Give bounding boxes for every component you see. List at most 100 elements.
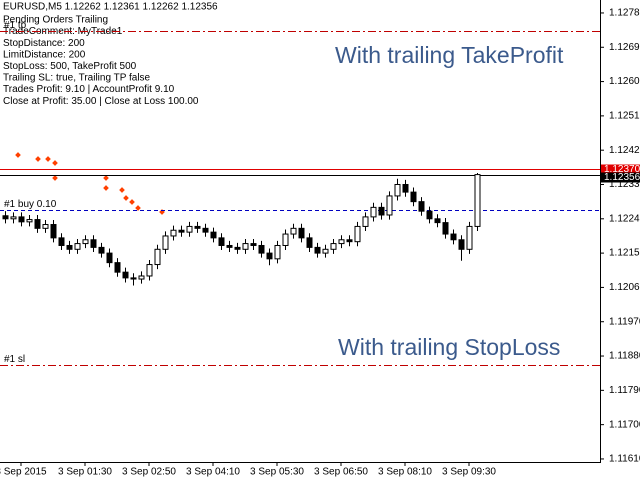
annotation: With trailing TakeProfit [335, 42, 564, 68]
y-tick-label: 1.11790 [609, 385, 640, 396]
candle-body [354, 225, 361, 243]
candle-body [114, 262, 121, 273]
candle-body [370, 206, 377, 218]
y-tick-label: 1.12240 [609, 213, 640, 224]
candle-body [434, 218, 441, 224]
candle-body [202, 227, 209, 233]
info-line: Pending Orders Trailing [3, 15, 108, 26]
x-tick-label: 3 Sep 02:50 [122, 467, 176, 478]
candle-body [330, 243, 337, 250]
candle-body [346, 239, 353, 243]
info-line: Trailing SL: true, Trailing TP false [3, 73, 151, 84]
candle-body [410, 191, 417, 203]
candle-body [242, 243, 249, 250]
candle-body [162, 235, 169, 250]
candle-body [314, 246, 321, 254]
info-line: StopDistance: 200 [3, 38, 85, 49]
candle-body [426, 210, 433, 220]
candle-body [450, 233, 457, 241]
candle-body [106, 252, 113, 264]
x-tick-label: 3 Sep 05:30 [250, 467, 304, 478]
ask-label: 1.12370 [604, 164, 640, 175]
candle-body [26, 219, 33, 223]
candle-body [146, 264, 153, 277]
y-tick-label: 1.12510 [609, 111, 640, 122]
candle-body [210, 231, 217, 239]
x-tick-label: 3 Sep 09:30 [442, 467, 496, 478]
candle-body [298, 227, 305, 239]
candle-body [466, 225, 473, 250]
info-line: StopLoss: 500, TakeProfit 500 [3, 61, 137, 72]
candle-body [82, 239, 89, 245]
candle-body [362, 216, 369, 227]
y-tick-label: 1.12780 [609, 8, 640, 19]
x-tick-label: 3 Sep 06:50 [314, 467, 368, 478]
candle-body [394, 183, 401, 197]
candle-body [2, 215, 9, 220]
y-tick-label: 1.11610 [609, 454, 640, 465]
candle-body [250, 243, 257, 246]
info-line: Trades Profit: 9.10 | AccountProfit 9.10 [3, 84, 175, 95]
y-tick-label: 1.12690 [609, 42, 640, 53]
candle-body [74, 243, 81, 250]
annotation: With trailing StopLoss [338, 334, 560, 360]
y-tick-label: 1.11700 [609, 419, 640, 430]
trail-markers [15, 152, 165, 215]
candle-body [442, 222, 449, 235]
candle-body [234, 246, 241, 250]
candle-body [338, 239, 345, 245]
candle-body [266, 252, 273, 260]
bid-box [601, 172, 640, 183]
x-tick-label: 3 Sep 2015 [0, 467, 47, 478]
y-tick-label: 1.12330 [609, 179, 640, 190]
candle-body [138, 275, 145, 280]
candle-body [154, 248, 161, 266]
candle-body [290, 227, 297, 235]
candle-body [50, 224, 57, 239]
y-tick-label: 1.12060 [609, 282, 640, 293]
y-tick-label: 1.12420 [609, 145, 640, 156]
candle-body [378, 206, 385, 216]
candle-body [282, 233, 289, 246]
candle-body [18, 216, 25, 223]
candle-body [122, 271, 129, 279]
candle-body [194, 225, 201, 229]
candle-body [306, 237, 313, 248]
candle-body [186, 225, 193, 233]
order-label: #1 buy 0.10 [4, 199, 57, 210]
candle-body [42, 224, 49, 229]
candle-body [226, 244, 233, 248]
y-tick-label: 1.12150 [609, 248, 640, 259]
candle-body [66, 244, 73, 250]
candle-body [274, 244, 281, 260]
y-tick-label: 1.11880 [609, 351, 640, 362]
chart-title: EURUSD,M5 1.12262 1.12361 1.12262 1.1235… [3, 2, 218, 13]
candle-body [178, 229, 185, 233]
bid-label: 1.12356 [604, 172, 640, 183]
candle-body [458, 239, 465, 250]
candle-body [34, 219, 41, 229]
candle-body [98, 246, 105, 254]
order-label: #1 sl [4, 354, 25, 365]
ask-box [601, 164, 640, 175]
info-line: LimitDistance: 200 [3, 49, 86, 60]
y-tick-label: 1.12600 [609, 76, 640, 87]
info-line: Close at Profit: 35.00 | Close at Loss 1… [3, 96, 199, 107]
candle-body [170, 229, 177, 237]
candle-body [322, 248, 329, 254]
candle-body [418, 201, 425, 212]
order-label: #1 tp [4, 20, 27, 31]
candle-body [402, 183, 409, 193]
candle-body [90, 239, 97, 248]
candle-body [58, 237, 65, 246]
candle-body [10, 216, 17, 220]
candle-body [258, 244, 265, 254]
candle-body [218, 237, 225, 246]
x-tick-label: 3 Sep 01:30 [58, 467, 112, 478]
info-line: TradeComment: MyTrade1 [3, 26, 123, 37]
candle-body [386, 195, 393, 216]
x-tick-label: 3 Sep 04:10 [186, 467, 240, 478]
x-tick-label: 3 Sep 08:10 [378, 467, 432, 478]
y-tick-label: 1.11970 [609, 316, 640, 327]
